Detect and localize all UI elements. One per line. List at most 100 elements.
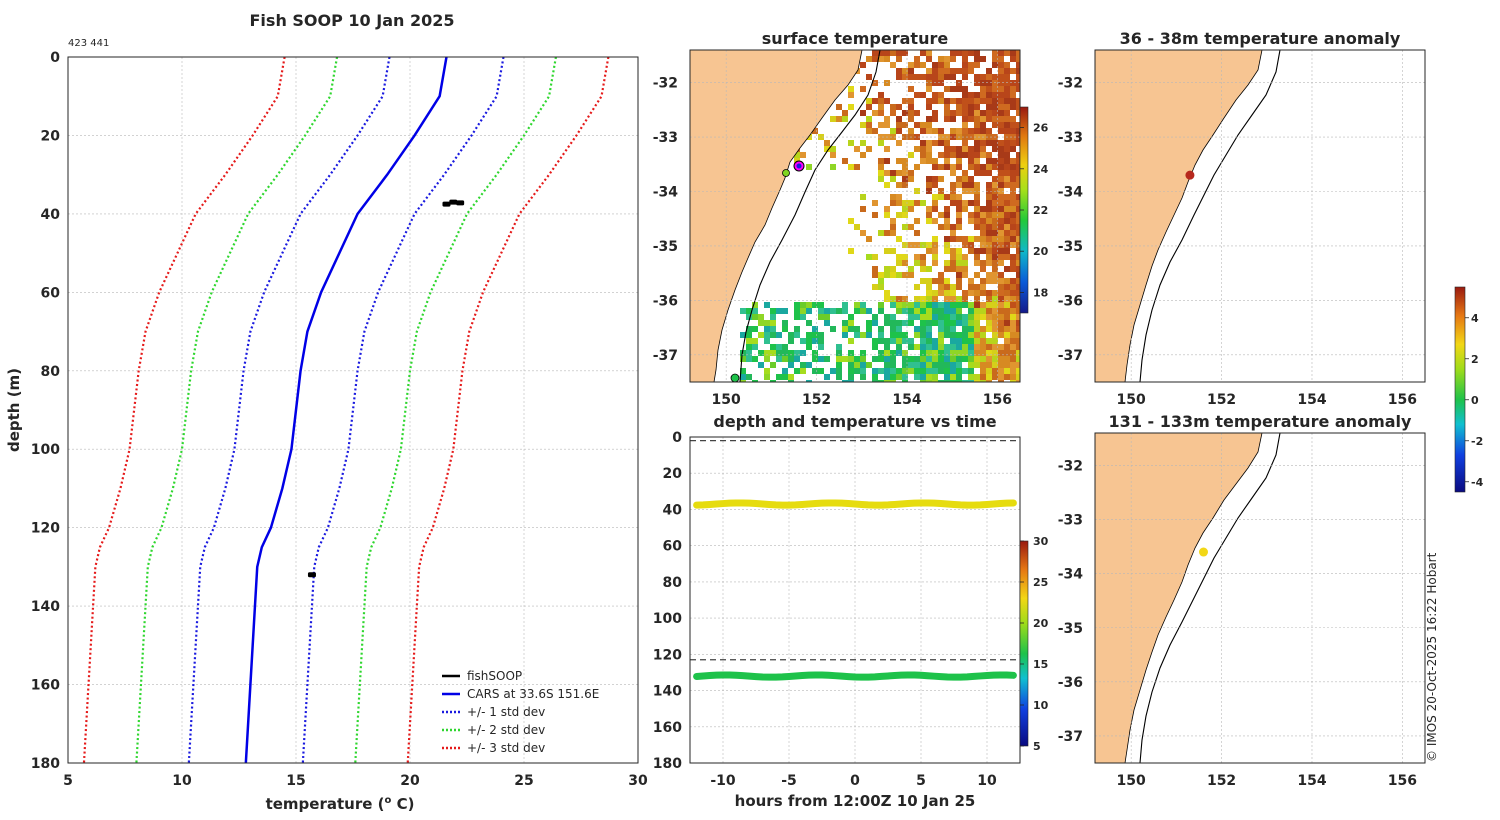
depth-time-ytick: 100 xyxy=(653,611,682,627)
sst-cell xyxy=(884,350,890,356)
sst-cell xyxy=(908,362,914,368)
sst-cell xyxy=(896,74,902,80)
sst-cell xyxy=(944,308,950,314)
sst-cell xyxy=(980,98,986,104)
sst-cell xyxy=(956,50,962,56)
sst-cell xyxy=(860,110,866,116)
sst-cell xyxy=(872,98,878,104)
sst-cell xyxy=(950,266,956,272)
sst-cell xyxy=(998,50,1004,56)
sst-cell xyxy=(1016,110,1020,116)
sst-cell xyxy=(932,182,938,188)
sst-cell xyxy=(902,362,908,368)
sst-cell xyxy=(860,350,866,356)
sst-cell xyxy=(932,344,938,350)
sst-cell xyxy=(998,188,1004,194)
anom-deep-xtick: 152 xyxy=(1207,773,1236,789)
sst-cell xyxy=(926,338,932,344)
sst-cell xyxy=(806,380,812,382)
sst-cell xyxy=(908,128,914,134)
depth-time-grid xyxy=(690,436,1020,764)
sst-cell xyxy=(980,146,986,152)
sst-cell xyxy=(944,110,950,116)
sst-cell xyxy=(908,314,914,320)
sst-cell xyxy=(1004,374,1010,380)
sst-cell xyxy=(1016,248,1020,254)
sst-cell xyxy=(962,206,968,212)
sst-cell xyxy=(890,224,896,230)
sst-field xyxy=(740,50,1020,382)
sst-cell xyxy=(950,344,956,350)
sst-cell xyxy=(926,176,932,182)
sst-cell xyxy=(962,68,968,74)
sst-cell xyxy=(1010,236,1016,242)
sst-cell xyxy=(818,356,824,362)
sst-cell xyxy=(1016,320,1020,326)
anom-deep-ytick: -32 xyxy=(1058,458,1083,474)
sst-cell xyxy=(932,350,938,356)
sst-cell xyxy=(1004,302,1010,308)
sst-cell xyxy=(986,140,992,146)
sst-cell xyxy=(986,194,992,200)
depth-time-title: depth and temperature vs time xyxy=(713,412,996,431)
sst-cell xyxy=(818,314,824,320)
profile-ytick: 140 xyxy=(31,599,60,615)
sst-cell xyxy=(962,254,968,260)
sst-cell xyxy=(914,110,920,116)
sst-cell xyxy=(1010,218,1016,224)
sst-cell xyxy=(908,98,914,104)
sst-cell xyxy=(986,68,992,74)
sst-cell xyxy=(950,50,956,56)
sst-cell xyxy=(932,236,938,242)
sst-cell xyxy=(746,356,752,362)
sst-cell xyxy=(1016,356,1020,362)
sst-cell xyxy=(944,320,950,326)
sst-cell xyxy=(902,206,908,212)
sst-cell xyxy=(986,104,992,110)
sst-cell xyxy=(1010,230,1016,236)
sst-cell xyxy=(1004,278,1010,284)
sst-cell xyxy=(752,356,758,362)
sst-colorbar-ticks: 18 20 22 24 26 xyxy=(1020,122,1049,299)
sst-cell xyxy=(914,302,920,308)
sst-cell xyxy=(914,344,920,350)
sst-cell xyxy=(956,284,962,290)
sst-cell xyxy=(986,326,992,332)
sst-cell xyxy=(1004,236,1010,242)
sst-cell xyxy=(956,302,962,308)
sst-cell xyxy=(866,326,872,332)
sst-cell xyxy=(998,152,1004,158)
profile-xlabel: temperature (o C) xyxy=(266,795,415,813)
sst-cell xyxy=(968,128,974,134)
profile-fish-point xyxy=(456,200,465,206)
sst-cell xyxy=(1010,314,1016,320)
sst-cell xyxy=(896,344,902,350)
sst-cell xyxy=(920,92,926,98)
sst-cell xyxy=(1016,308,1020,314)
profile-fish-point xyxy=(442,201,451,207)
depth-time-ytick: 80 xyxy=(663,575,683,591)
sst-cell xyxy=(896,350,902,356)
sst-cell xyxy=(998,224,1004,230)
sst-cell xyxy=(1004,62,1010,68)
sst-cell xyxy=(980,242,986,248)
sst-cell xyxy=(884,170,890,176)
depth-time-xtick: 5 xyxy=(916,773,926,789)
sst-cell xyxy=(836,362,842,368)
sst-cell xyxy=(926,374,932,380)
sst-cell xyxy=(758,314,764,320)
profile-tick-labels: 5 10 15 20 25 30 0 20 40 60 80 100 120 140 160 180 xyxy=(31,50,648,789)
sst-cell xyxy=(938,56,944,62)
sst-cell xyxy=(1004,176,1010,182)
anom-deep-points xyxy=(1198,547,1208,557)
sst-cell xyxy=(962,146,968,152)
sst-cell xyxy=(938,362,944,368)
sst-cell xyxy=(866,236,872,242)
anom-shallow-ytick: -36 xyxy=(1058,293,1083,309)
sst-cell xyxy=(818,368,824,374)
sst-cell xyxy=(998,296,1004,302)
sst-cell xyxy=(872,284,878,290)
sst-cell xyxy=(962,350,968,356)
sst-cell xyxy=(974,218,980,224)
sst-cell xyxy=(902,350,908,356)
